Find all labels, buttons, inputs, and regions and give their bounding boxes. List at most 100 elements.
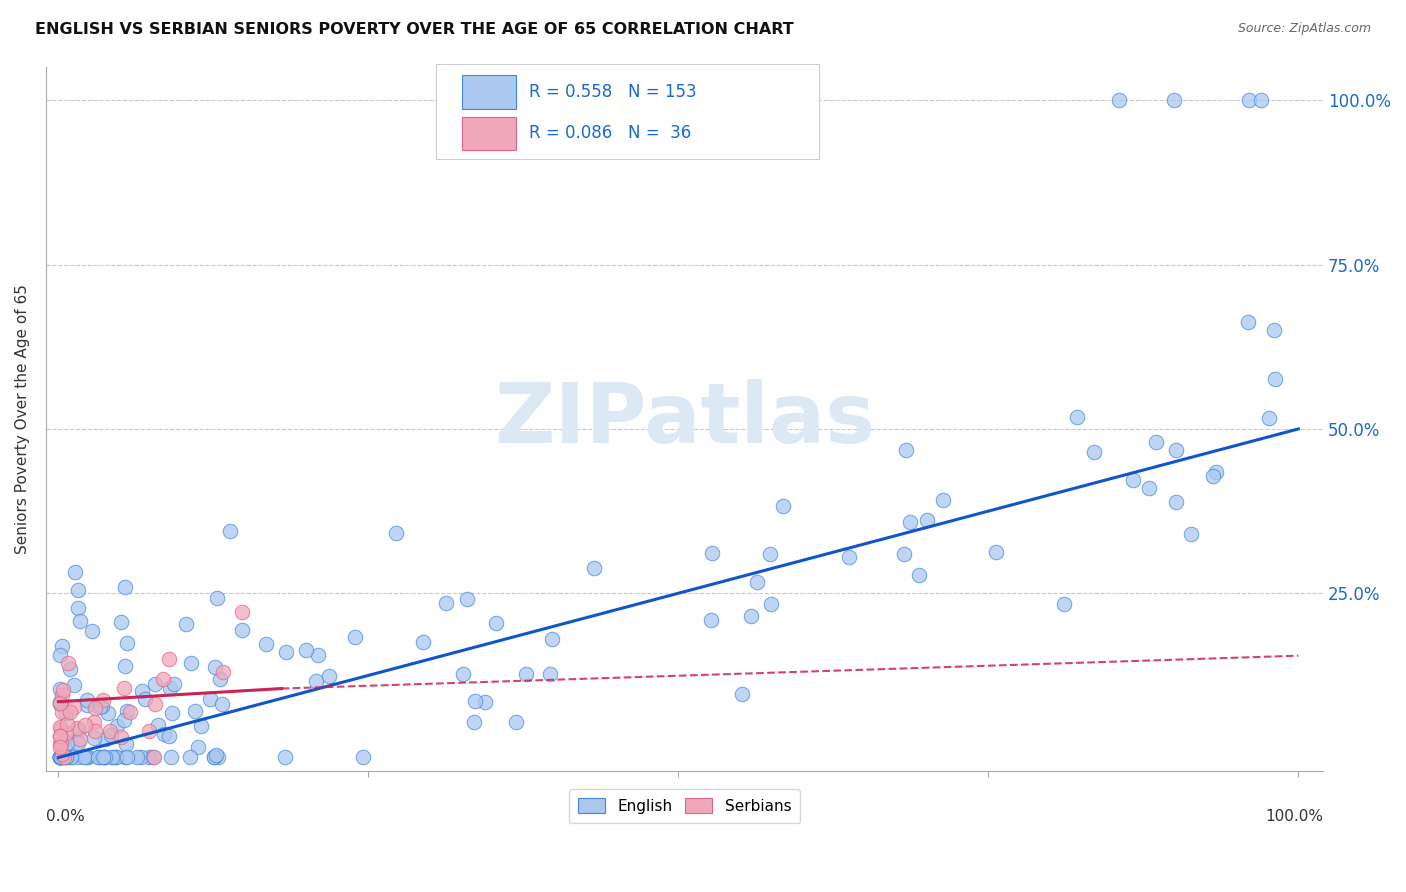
- Point: [231, 605, 253, 619]
- Point: [117, 750, 139, 764]
- Point: [761, 597, 783, 611]
- Point: [700, 546, 723, 560]
- Point: [143, 677, 166, 691]
- Point: [456, 592, 478, 607]
- Point: [48, 739, 70, 754]
- Point: [97, 706, 120, 720]
- Point: [190, 719, 212, 733]
- Point: [104, 750, 127, 764]
- Point: [1264, 372, 1286, 386]
- Point: [138, 750, 160, 764]
- Point: [48, 682, 70, 697]
- Point: [187, 739, 209, 754]
- Point: [67, 723, 90, 737]
- Point: [49, 736, 72, 750]
- Point: [198, 692, 221, 706]
- Point: [84, 724, 107, 739]
- Point: [157, 651, 180, 665]
- Point: [1146, 434, 1168, 449]
- Point: [254, 637, 277, 651]
- Point: [125, 750, 148, 764]
- Point: [1250, 94, 1272, 108]
- FancyBboxPatch shape: [436, 64, 818, 159]
- Point: [112, 713, 135, 727]
- Point: [75, 718, 97, 732]
- Point: [917, 513, 939, 527]
- Point: [55, 750, 77, 764]
- Point: [153, 727, 176, 741]
- Point: [273, 750, 295, 764]
- Point: [49, 737, 72, 751]
- Point: [51, 639, 73, 653]
- Point: [295, 643, 318, 657]
- Point: [101, 750, 124, 764]
- Point: [91, 693, 114, 707]
- Point: [59, 706, 82, 720]
- Point: [582, 561, 605, 575]
- Point: [202, 750, 225, 764]
- Point: [48, 750, 70, 764]
- Point: [94, 750, 117, 764]
- Point: [138, 724, 160, 739]
- Point: [55, 716, 77, 731]
- Point: [134, 692, 156, 706]
- Text: R = 0.086   N =  36: R = 0.086 N = 36: [529, 124, 690, 143]
- Point: [59, 750, 82, 764]
- Point: [900, 515, 922, 529]
- Point: [59, 662, 82, 676]
- Point: [52, 682, 75, 697]
- Point: [105, 750, 128, 764]
- Point: [318, 668, 340, 682]
- Point: [67, 736, 90, 750]
- Point: [205, 591, 228, 605]
- Point: [1237, 94, 1260, 108]
- Point: [463, 715, 485, 730]
- Point: [908, 568, 931, 582]
- Point: [740, 609, 762, 624]
- Point: [117, 704, 139, 718]
- Point: [451, 667, 474, 681]
- Point: [1205, 465, 1227, 479]
- Point: [48, 729, 70, 743]
- Point: [66, 601, 89, 615]
- Point: [160, 750, 183, 764]
- Point: [48, 720, 70, 734]
- Point: [67, 750, 90, 764]
- Point: [48, 750, 70, 764]
- Point: [212, 665, 235, 679]
- Legend: English, Serbians: English, Serbians: [568, 789, 800, 822]
- Point: [65, 721, 87, 735]
- Point: [48, 648, 70, 662]
- Point: [49, 696, 72, 710]
- Point: [208, 672, 231, 686]
- Text: R = 0.558   N = 153: R = 0.558 N = 153: [529, 83, 696, 101]
- FancyBboxPatch shape: [463, 75, 516, 109]
- Point: [1166, 443, 1188, 458]
- Point: [76, 698, 98, 712]
- Point: [274, 645, 297, 659]
- Point: [48, 750, 70, 764]
- Point: [118, 705, 141, 719]
- Point: [1083, 445, 1105, 459]
- Point: [759, 547, 782, 561]
- Point: [63, 739, 86, 754]
- Point: [538, 667, 561, 681]
- Point: [219, 524, 242, 538]
- Text: ENGLISH VS SERBIAN SENIORS POVERTY OVER THE AGE OF 65 CORRELATION CHART: ENGLISH VS SERBIAN SENIORS POVERTY OVER …: [35, 22, 794, 37]
- Point: [352, 750, 374, 764]
- Point: [100, 728, 122, 742]
- Point: [89, 699, 111, 714]
- Point: [77, 750, 100, 764]
- Point: [52, 750, 75, 764]
- Point: [1163, 94, 1185, 108]
- Point: [48, 729, 70, 743]
- Point: [152, 672, 174, 686]
- Point: [48, 750, 70, 764]
- Point: [731, 687, 754, 701]
- Point: [305, 673, 328, 688]
- Point: [114, 750, 136, 764]
- Point: [80, 624, 103, 639]
- Point: [48, 697, 70, 711]
- Point: [48, 695, 70, 709]
- Point: [69, 731, 91, 746]
